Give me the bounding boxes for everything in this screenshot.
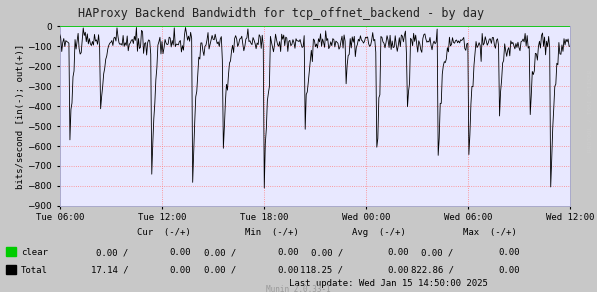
Text: 0.00 /: 0.00 / <box>96 248 128 257</box>
Text: 0.00 /: 0.00 / <box>204 248 236 257</box>
Text: 0.00: 0.00 <box>498 266 519 274</box>
Text: Last update: Wed Jan 15 14:50:00 2025: Last update: Wed Jan 15 14:50:00 2025 <box>288 279 488 288</box>
Text: 0.00 /: 0.00 / <box>204 266 236 274</box>
Text: 822.86 /: 822.86 / <box>411 266 454 274</box>
Text: Munin 2.0.33-1: Munin 2.0.33-1 <box>266 285 331 292</box>
Text: 0.00: 0.00 <box>277 266 298 274</box>
Text: 0.00: 0.00 <box>498 248 519 257</box>
Text: 0.00: 0.00 <box>277 248 298 257</box>
Y-axis label: bits/second [in(-); out(+)]: bits/second [in(-); out(+)] <box>16 44 24 189</box>
Text: Cur  (-/+): Cur (-/+) <box>137 228 191 237</box>
Text: 0.00: 0.00 <box>170 266 191 274</box>
Text: Max  (-/+): Max (-/+) <box>463 228 516 237</box>
Text: Avg  (-/+): Avg (-/+) <box>352 228 406 237</box>
Text: Total: Total <box>21 266 48 274</box>
Text: 0.00 /: 0.00 / <box>421 248 454 257</box>
Text: HAProxy Backend Bandwidth for tcp_offnet_backend - by day: HAProxy Backend Bandwidth for tcp_offnet… <box>78 7 484 20</box>
Text: 118.25 /: 118.25 / <box>300 266 343 274</box>
Text: 0.00: 0.00 <box>387 266 409 274</box>
Text: 0.00: 0.00 <box>170 248 191 257</box>
Text: 0.00 /: 0.00 / <box>311 248 343 257</box>
Text: RRDTOOL / TOBI OETIKER: RRDTOOL / TOBI OETIKER <box>588 70 593 152</box>
Text: clear: clear <box>21 248 48 257</box>
Text: Min  (-/+): Min (-/+) <box>245 228 298 237</box>
Text: 0.00: 0.00 <box>387 248 409 257</box>
Text: 17.14 /: 17.14 / <box>91 266 128 274</box>
